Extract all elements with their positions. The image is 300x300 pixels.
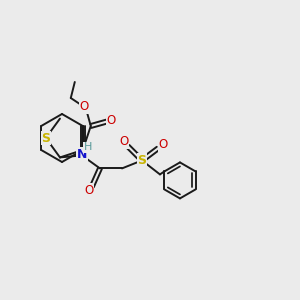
Text: N: N: [77, 148, 87, 161]
Text: S: S: [41, 131, 50, 145]
Text: O: O: [106, 115, 116, 128]
Text: H: H: [84, 142, 92, 152]
Text: O: O: [119, 135, 129, 148]
Text: O: O: [84, 184, 94, 197]
Text: O: O: [158, 138, 168, 151]
Text: S: S: [137, 154, 146, 167]
Text: O: O: [79, 100, 88, 113]
